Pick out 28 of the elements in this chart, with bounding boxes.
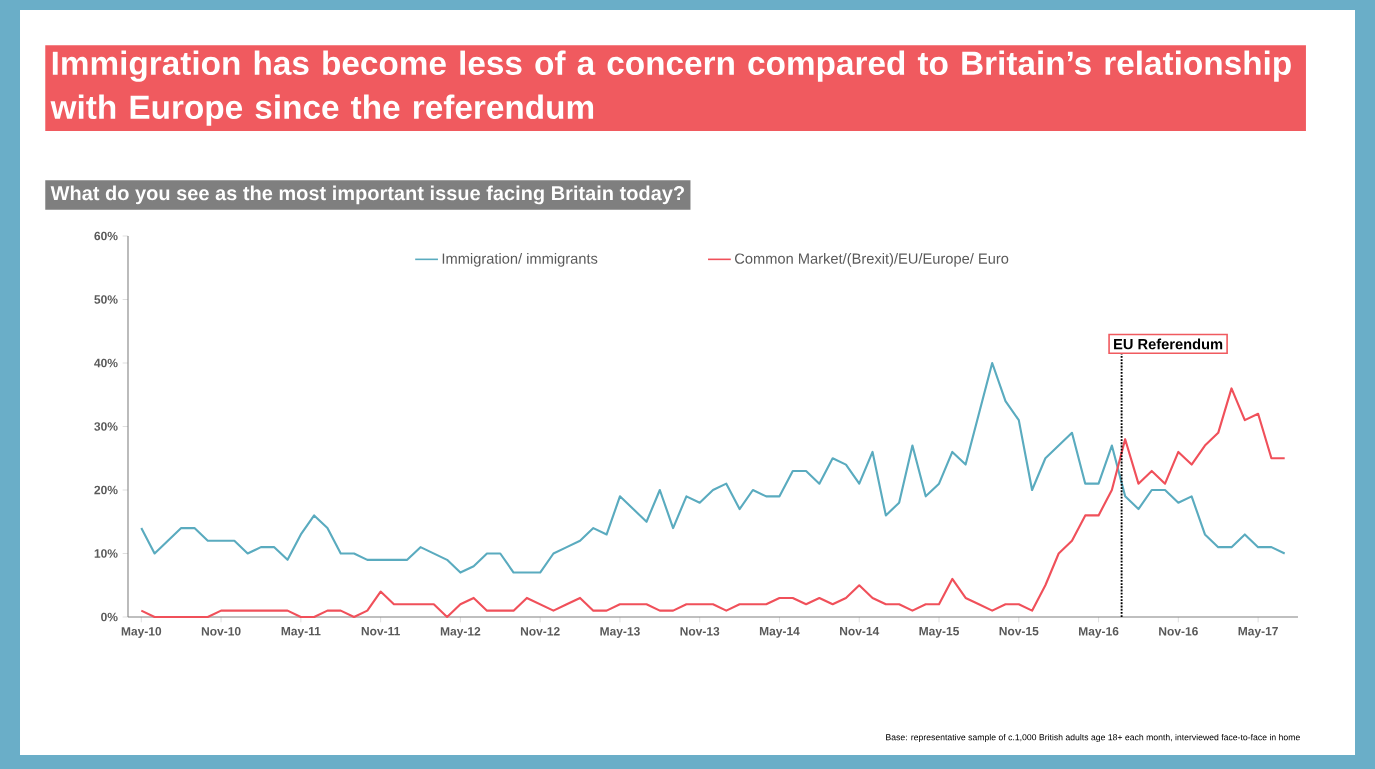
x-tick-label: Nov-10 bbox=[201, 627, 241, 636]
x-tick-label: May-11 bbox=[281, 627, 321, 638]
chart-title: Immigration has become less of a concern compared to Britain’s relationship with Europe since the referendum bbox=[50, 50, 1291, 126]
x-tick-label: Nov-12 bbox=[520, 627, 560, 636]
x-tick-label: May-13 bbox=[600, 627, 640, 638]
legend-label: Immigration/ immigrants bbox=[442, 253, 598, 267]
legend-label: Common Market/(Brexit)/EU/Europe/ Euro bbox=[735, 253, 1009, 267]
x-tick-label: Nov-13 bbox=[680, 627, 720, 636]
text: Base: representative sample of c.1,000 British adults age 18+ each month, interviewed face-to-face in home bbox=[886, 733, 1300, 743]
y-tick-label: 50% bbox=[94, 295, 118, 304]
x-tick-label: May-14 bbox=[759, 627, 800, 638]
x-tick-label: May-12 bbox=[440, 627, 481, 638]
chart-subtitle: What do you see as the most important issue facing Britain today? bbox=[50, 185, 684, 205]
x-tick-label: Nov-14 bbox=[840, 627, 880, 636]
y-tick-label: 10% bbox=[94, 549, 118, 558]
y-tick-label: 30% bbox=[94, 422, 118, 431]
ref-line-label: EU Referendum bbox=[1114, 338, 1223, 350]
x-tick-label: May-17 bbox=[1238, 627, 1278, 638]
x-tick-label: Nov-15 bbox=[999, 627, 1039, 636]
x-tick-label: May-10 bbox=[121, 627, 162, 638]
x-tick-label: May-15 bbox=[919, 627, 960, 638]
x-tick-label: Nov-11 bbox=[361, 627, 400, 636]
y-tick-label: 0% bbox=[101, 612, 118, 622]
y-tick-label: 40% bbox=[94, 358, 118, 368]
x-tick-label: May-16 bbox=[1079, 627, 1119, 638]
y-tick-label: 60% bbox=[94, 231, 118, 241]
x-tick-label: Nov-16 bbox=[1159, 627, 1198, 636]
y-tick-label: 20% bbox=[94, 485, 118, 495]
